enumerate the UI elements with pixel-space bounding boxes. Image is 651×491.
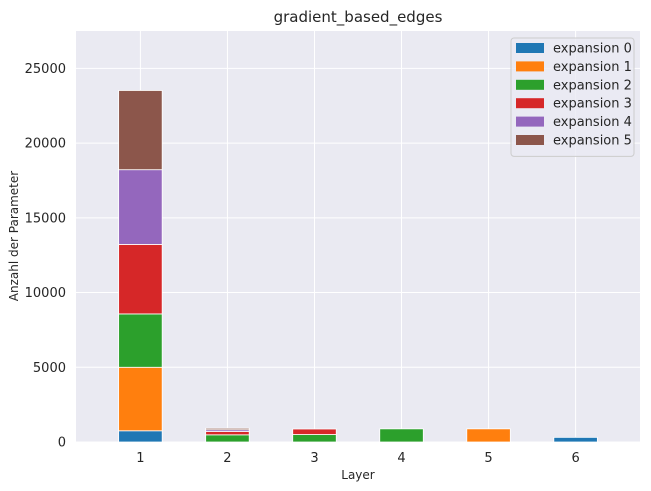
- bar-segment: [205, 431, 250, 436]
- legend-swatch: [516, 43, 544, 53]
- bar-segment: [466, 428, 511, 443]
- bar-segment: [118, 313, 163, 368]
- grid-lines: [76, 31, 640, 443]
- legend-swatch: [516, 116, 544, 127]
- x-axis-label: Layer: [341, 468, 375, 482]
- bar-segment: [118, 430, 163, 443]
- x-tick-label: 6: [571, 451, 579, 466]
- legend-label: expansion 5: [553, 134, 632, 149]
- legend-label: expansion 1: [553, 60, 632, 75]
- y-tick-label: 20000: [25, 137, 66, 152]
- bar-segment: [118, 244, 163, 315]
- legend-swatch: [516, 135, 544, 145]
- legend-label: expansion 4: [553, 115, 632, 130]
- x-axis-ticks: 1 2 3 4 5 6: [136, 451, 579, 466]
- bar-segment: [205, 434, 250, 443]
- x-tick-label: 3: [310, 451, 318, 466]
- bar-segment: [292, 434, 337, 443]
- bar-segment: [118, 366, 163, 432]
- y-tick-label: 0: [58, 436, 66, 451]
- legend: expansion 0 expansion 1 expansion 2 expansi…: [510, 37, 635, 157]
- bar-segment: [292, 428, 337, 435]
- y-tick-label: 5000: [33, 361, 66, 376]
- y-axis-label: Anzahl der Parameter: [7, 171, 21, 301]
- y-tick-label: 15000: [25, 211, 66, 226]
- x-tick-label: 1: [136, 451, 144, 466]
- legend-label: expansion 2: [553, 78, 632, 93]
- legend-label: expansion 0: [553, 42, 632, 57]
- bar-segment: [205, 427, 250, 431]
- bars: [118, 90, 598, 443]
- y-tick-label: 10000: [25, 286, 66, 301]
- legend-swatch: [516, 79, 544, 90]
- bar-segment: [553, 436, 598, 443]
- y-axis-ticks: 0 5000 10000 15000 20000 25000: [25, 62, 66, 451]
- legend-label: expansion 3: [553, 97, 632, 112]
- chart-title: gradient_based_edges: [274, 8, 443, 27]
- bar-segment: [118, 169, 163, 245]
- bar-segment: [379, 428, 424, 443]
- legend-swatch: [516, 61, 544, 72]
- x-tick-label: 5: [484, 451, 492, 466]
- legend-swatch: [516, 98, 544, 109]
- x-tick-label: 4: [397, 451, 405, 466]
- x-tick-label: 2: [223, 451, 231, 466]
- y-tick-label: 25000: [25, 62, 66, 77]
- bar-segment: [118, 90, 163, 171]
